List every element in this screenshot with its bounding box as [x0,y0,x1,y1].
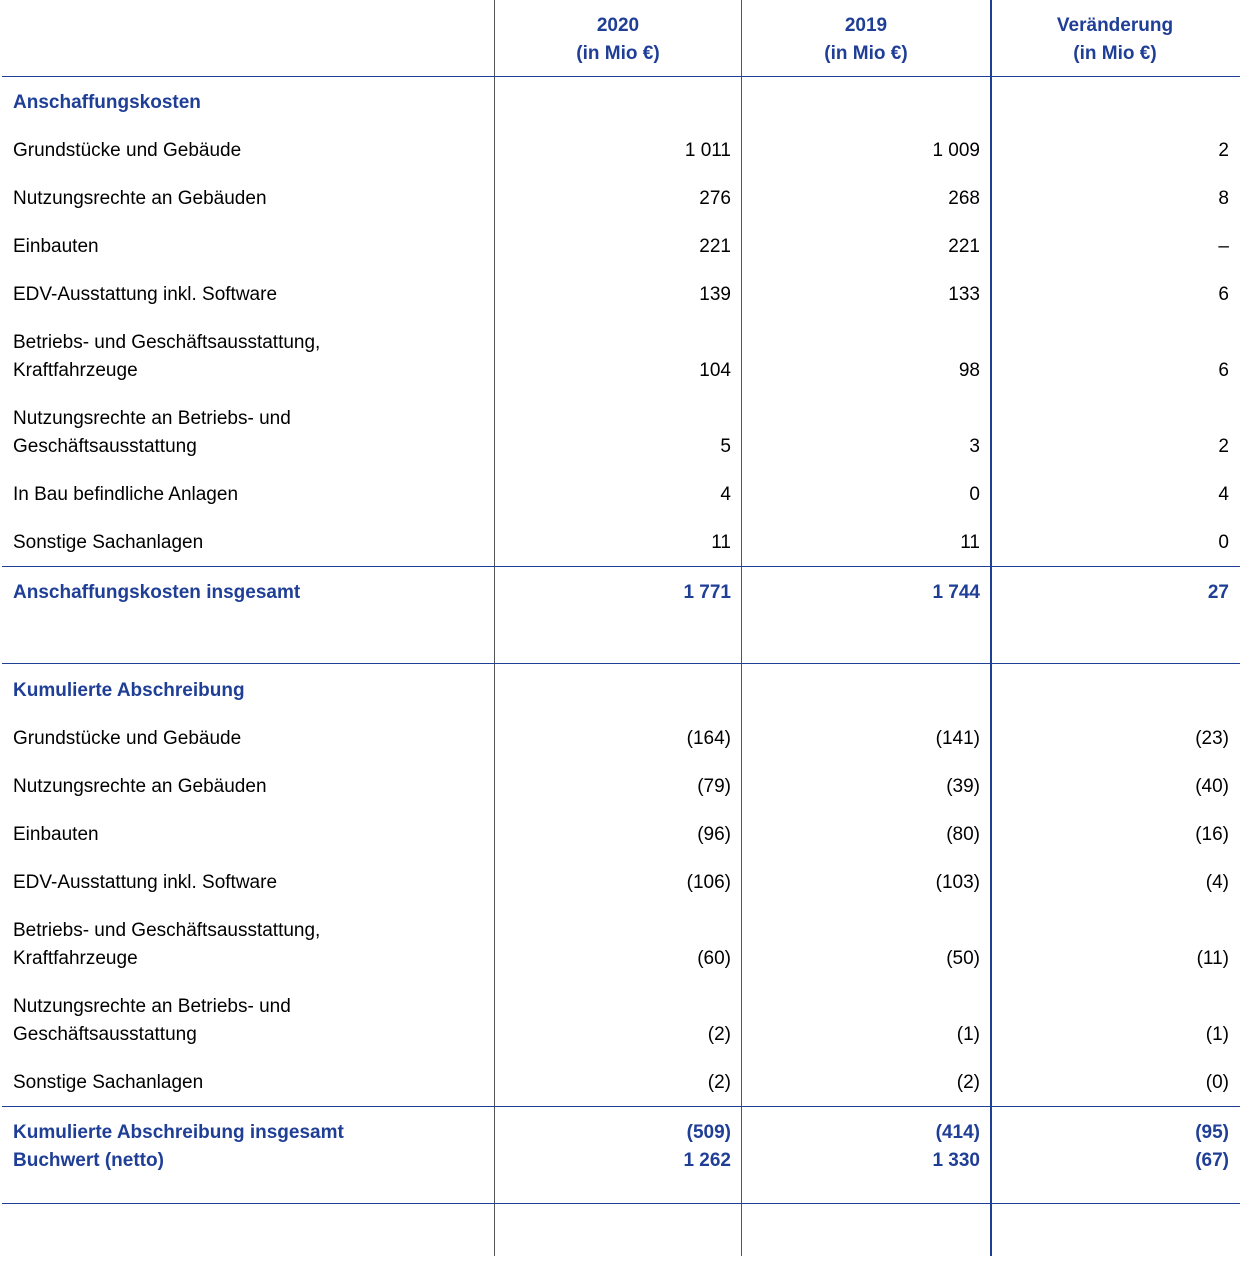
cell-value: 6 [1218,360,1229,381]
cell-value: 221 [699,236,731,257]
total-value: 1 771 [683,582,731,603]
row-rule [2,566,1240,567]
cell-value: (2) [707,1072,731,1093]
cell-value: 11 [711,532,731,553]
row-label: EDV-Ausstattung inkl. Software [13,872,278,893]
column-unit: (in Mio €) [1073,43,1157,64]
row-label: Sonstige Sachanlagen [13,532,204,553]
cell-value: (16) [1195,824,1229,845]
cell-value: (40) [1195,776,1229,797]
cell-value: (23) [1195,728,1229,749]
cell-value: (96) [697,824,731,845]
cell-value: 104 [699,360,731,381]
column-header: 2019 [844,15,888,36]
cell-value: (39) [946,776,980,797]
cell-value: 0 [1218,532,1229,553]
column-header: Veränderung [1056,15,1174,36]
column-divider [990,0,992,1256]
row-rule [2,1106,1240,1107]
column-divider [494,0,495,1256]
cell-value: (1) [956,1024,980,1045]
cell-value: (2) [707,1024,731,1045]
cell-value: (106) [686,872,731,893]
row-label: Betriebs- und Geschäftsausstattung, [13,920,321,941]
column-unit: (in Mio €) [824,43,908,64]
cell-value: 4 [1218,484,1229,505]
cell-value: 5 [720,436,731,457]
row-rule [2,663,1240,664]
cell-value: (164) [686,728,731,749]
row-label: Grundstücke und Gebäude [13,140,242,161]
row-label: Einbauten [13,824,99,845]
row-rule [2,1203,1240,1204]
total-label: Kumulierte Abschreibung insgesamt [13,1122,344,1143]
cell-value: 6 [1218,284,1229,305]
cell-value: (141) [935,728,980,749]
column-header: 2020 [596,15,640,36]
cell-value: 3 [969,436,980,457]
cell-value: 0 [969,484,980,505]
row-label: Betriebs- und Geschäftsausstattung, [13,332,321,353]
row-label: Einbauten [13,236,99,257]
cell-value: (2) [956,1072,980,1093]
cell-value: (80) [946,824,980,845]
row-label: Nutzungsrechte an Betriebs- und [13,408,291,429]
cell-value: (60) [697,948,731,969]
net-label: Buchwert (netto) [13,1150,164,1171]
total-value: 1 330 [932,1150,980,1171]
cell-value: – [1218,236,1229,257]
row-label: Nutzungsrechte an Betriebs- und [13,996,291,1017]
cell-value: 268 [948,188,980,209]
cell-value: 221 [948,236,980,257]
total-value: 1 744 [932,582,980,603]
column-divider [741,0,742,1256]
row-label: Geschäftsausstattung [13,436,197,457]
total-value: (414) [935,1122,980,1143]
row-label: Kraftfahrzeuge [13,948,138,969]
cell-value: (11) [1196,948,1229,969]
cell-value: (1) [1205,1024,1229,1045]
row-label: Nutzungsrechte an Gebäuden [13,776,267,797]
cell-value: 8 [1218,188,1229,209]
total-value: 1 262 [683,1150,731,1171]
cell-value: 4 [720,484,731,505]
row-label: Nutzungsrechte an Gebäuden [13,188,267,209]
cell-value: 139 [699,284,731,305]
row-label: EDV-Ausstattung inkl. Software [13,284,278,305]
cell-value: 1 011 [684,140,731,161]
cell-value: (50) [946,948,980,969]
row-label: Grundstücke und Gebäude [13,728,242,749]
cell-value: 98 [958,360,980,381]
total-value: (509) [686,1122,731,1143]
cell-value: 1 009 [932,140,980,161]
row-label: Sonstige Sachanlagen [13,1072,204,1093]
cell-value: 2 [1218,140,1229,161]
cell-value: 133 [948,284,980,305]
cell-value: (103) [935,872,980,893]
cell-value: 276 [699,188,731,209]
total-value: 27 [1207,582,1229,603]
row-label: Geschäftsausstattung [13,1024,197,1045]
total-label: Anschaffungskosten insgesamt [13,582,301,603]
cell-value: (79) [697,776,731,797]
section-title: Anschaffungskosten [13,92,201,113]
cell-value: (4) [1205,872,1229,893]
row-label: In Bau befindliche Anlagen [13,484,239,505]
total-value: (67) [1195,1150,1229,1171]
total-value: (95) [1195,1122,1229,1143]
cell-value: 2 [1218,436,1229,457]
row-label: Kraftfahrzeuge [13,360,138,381]
cell-value: 11 [960,532,980,553]
cell-value: (0) [1205,1072,1229,1093]
header-rule [2,76,1240,77]
section-title: Kumulierte Abschreibung [13,680,245,701]
column-unit: (in Mio €) [576,43,660,64]
